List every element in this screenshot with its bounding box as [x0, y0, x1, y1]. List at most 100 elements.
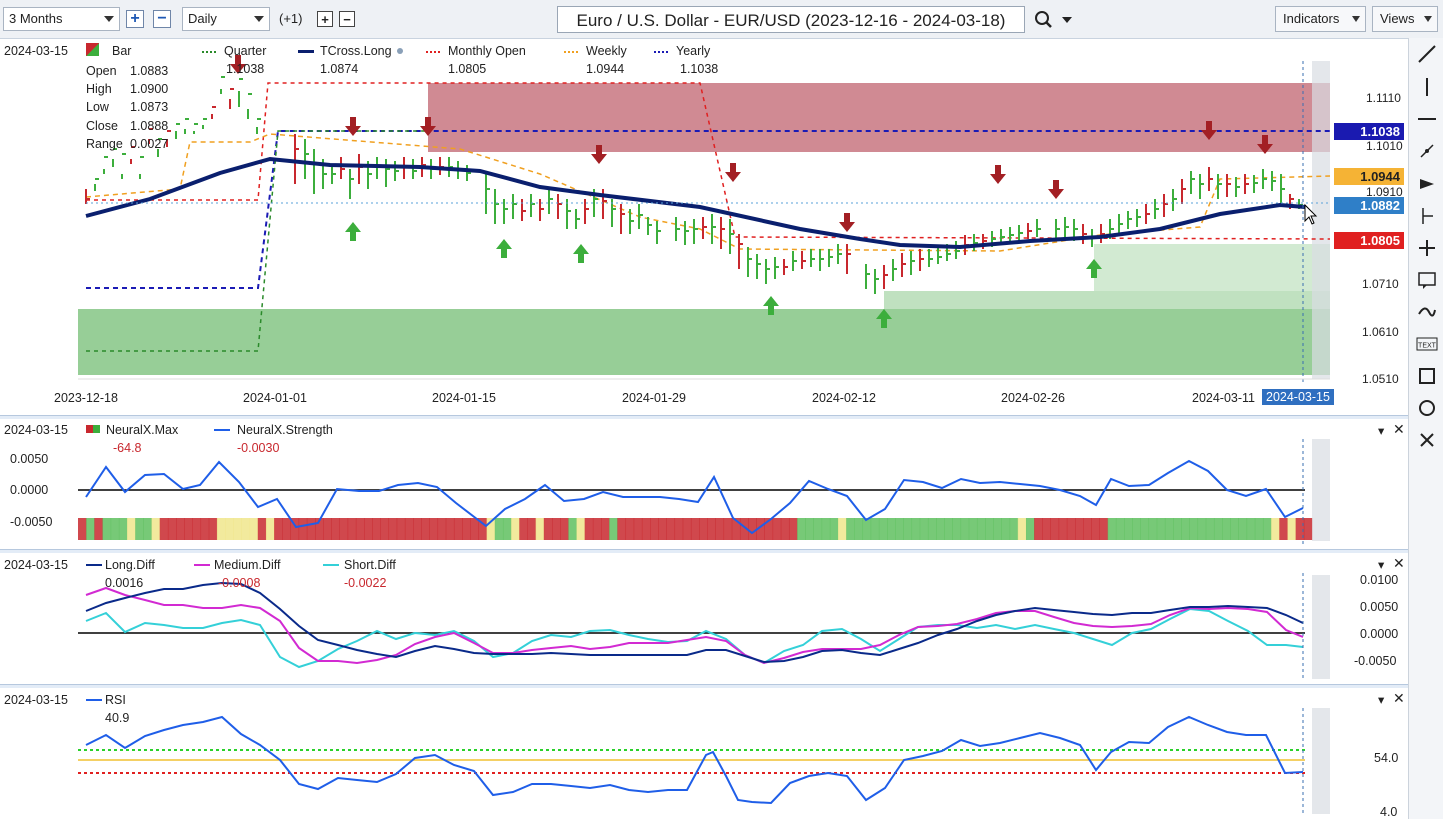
indicators-button[interactable]: Indicators [1275, 6, 1366, 32]
rsi-panel[interactable]: 2024-03-15 RSI 40.9 54.0 4.0 ▾ ✕ [0, 688, 1408, 819]
rsi-label[interactable]: RSI [105, 693, 126, 707]
price-chart-canvas[interactable] [0, 39, 1408, 415]
neuralx-block [241, 518, 251, 540]
interval-select[interactable]: Daily [182, 7, 270, 31]
neuralx-canvas[interactable] [0, 419, 1408, 549]
rectangle-tool-icon[interactable] [1415, 364, 1439, 388]
diff-panel[interactable]: 2024-03-15 Long.Diff 0.0016 Medium.Diff … [0, 553, 1408, 684]
legend-tcross[interactable]: TCross.Long [320, 44, 392, 58]
zoom-in-button[interactable]: + [126, 10, 144, 28]
monthly-price-tag: 1.0805 [1334, 232, 1404, 249]
neuralx-block [674, 518, 684, 540]
price-bar [901, 253, 906, 277]
neuralx-block [1205, 518, 1215, 540]
curve-tool-icon[interactable] [1415, 300, 1439, 324]
panel-splitter[interactable] [0, 549, 1408, 553]
channel-tool-icon[interactable] [1415, 204, 1439, 228]
neuralx-block [502, 518, 512, 540]
delete-drawings-icon[interactable] [1415, 428, 1439, 452]
chart-title[interactable]: Euro / U.S. Dollar - EUR/USD (2023-12-16… [557, 6, 1025, 33]
neuralx-block [666, 518, 676, 540]
date-tick: 2024-02-26 [1001, 391, 1065, 405]
neuralx-block [1075, 518, 1084, 540]
horizontal-line-tool-icon[interactable] [1415, 107, 1439, 131]
support-zone [78, 309, 1330, 375]
search-button[interactable] [1034, 10, 1074, 30]
neuralx-block [159, 518, 169, 540]
neuralx-block [396, 518, 406, 540]
neuralx-block [568, 518, 578, 540]
short-diff-swatch [323, 564, 339, 566]
close-icon[interactable]: ✕ [1393, 421, 1405, 437]
remove-bar-button[interactable]: − [339, 11, 355, 27]
add-bar-button[interactable]: + [317, 11, 333, 27]
panel-splitter[interactable] [0, 684, 1408, 688]
rsi-date: 2024-03-15 [4, 693, 68, 707]
legend-yearly[interactable]: Yearly [676, 44, 711, 58]
neuralx-block [102, 518, 112, 540]
rsi-swatch [86, 699, 102, 701]
long-diff-label[interactable]: Long.Diff [105, 558, 155, 572]
neuralx-block [1001, 518, 1011, 540]
legend-quarter[interactable]: Quarter [224, 44, 267, 58]
panel-splitter[interactable] [0, 415, 1408, 419]
tcross-settings-dot[interactable] [397, 48, 403, 54]
legend-monthly[interactable]: Monthly Open [448, 44, 526, 58]
zoom-out-button[interactable]: − [153, 10, 171, 28]
neuralx-block [445, 518, 455, 540]
neuralx-block [601, 518, 610, 540]
price-bar [94, 178, 99, 191]
text-tool-icon[interactable]: TEXT [1415, 332, 1439, 356]
note-tool-icon[interactable] [1415, 268, 1439, 292]
close-icon[interactable]: ✕ [1393, 690, 1405, 706]
neuralx-block [339, 518, 349, 540]
bar-icon [86, 43, 99, 56]
neuralx-panel[interactable]: 2024-03-15 NeuralX.Max -64.8 NeuralX.Str… [0, 419, 1408, 549]
short-diff-label[interactable]: Short.Diff [344, 558, 396, 572]
neuralx-strength-label[interactable]: NeuralX.Strength [237, 423, 333, 437]
neuralx-block [584, 518, 594, 540]
neuralx-block [919, 518, 929, 540]
fibonacci-tool-icon[interactable] [1415, 172, 1439, 196]
price-bar [485, 174, 490, 214]
neuralx-block [404, 518, 414, 540]
medium-diff-label[interactable]: Medium.Diff [214, 558, 281, 572]
date-tick: 2024-02-12 [812, 391, 876, 405]
collapse-icon[interactable]: ▾ [1378, 424, 1385, 438]
collapse-icon[interactable]: ▾ [1378, 558, 1385, 572]
neuralx-block [1132, 518, 1141, 540]
neuralx-block [494, 518, 504, 540]
ellipse-tool-icon[interactable] [1415, 396, 1439, 420]
price-chart-panel[interactable]: 2024-03-15 Bar Quarter 1.1038 TCross.Lon… [0, 39, 1408, 415]
neuralx-max-label[interactable]: NeuralX.Max [106, 423, 179, 437]
views-button[interactable]: Views [1372, 6, 1438, 32]
diff-canvas[interactable] [0, 553, 1408, 684]
neuralx-block [764, 518, 774, 540]
price-bar [313, 149, 318, 194]
legend-weekly[interactable]: Weekly [586, 44, 627, 58]
trendline-tool-icon[interactable] [1415, 42, 1439, 66]
crosshair-tool-icon[interactable] [1415, 236, 1439, 260]
yearly-price-tag: 1.1038 [1334, 123, 1404, 140]
close-value: 1.0888 [130, 119, 169, 133]
rsi-canvas[interactable] [0, 688, 1408, 819]
ray-tool-icon[interactable] [1415, 139, 1439, 163]
resistance-zone [428, 83, 1330, 152]
neuralx-block [127, 518, 136, 540]
neuralx-block [1295, 518, 1305, 540]
collapse-icon[interactable]: ▾ [1378, 693, 1385, 707]
neuralx-block [1197, 518, 1207, 540]
neuralx-block [813, 518, 823, 540]
price-bar [1226, 174, 1231, 197]
neuralx-block [707, 518, 716, 540]
neuralx-block [633, 518, 643, 540]
neuralx-block [780, 518, 790, 540]
neuralx-block [731, 518, 741, 540]
close-icon[interactable]: ✕ [1393, 555, 1405, 571]
neuralx-block [976, 518, 986, 540]
vertical-line-tool-icon[interactable] [1415, 75, 1439, 99]
period-select[interactable]: 3 Months [3, 7, 120, 31]
future-area [1312, 61, 1330, 379]
high-label: High [86, 82, 112, 96]
price-bar [340, 157, 345, 179]
